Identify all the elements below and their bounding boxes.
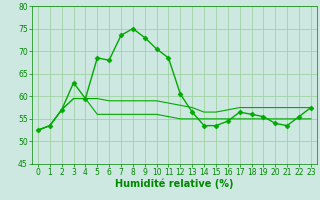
X-axis label: Humidité relative (%): Humidité relative (%) xyxy=(115,179,234,189)
